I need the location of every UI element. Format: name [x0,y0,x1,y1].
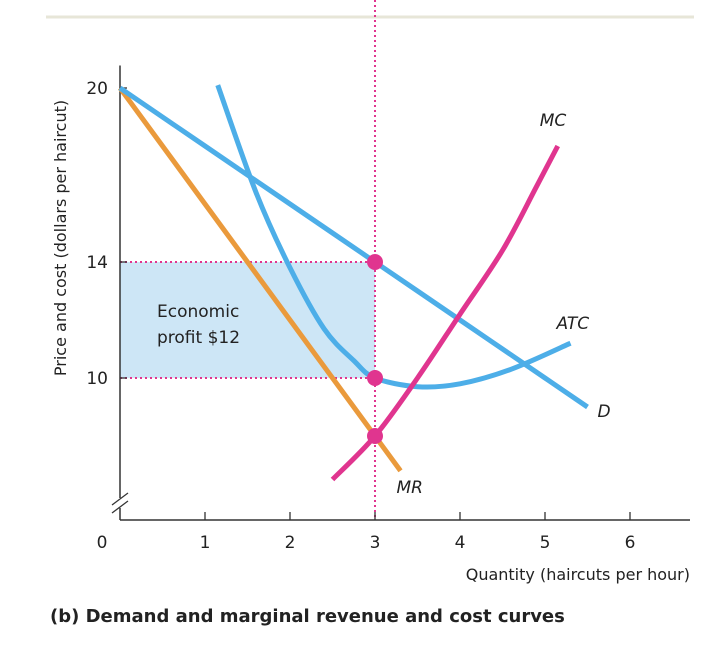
axes: 0 1 2 3 4 5 6 10 14 20 [86,65,690,553]
point-atc [367,370,383,386]
axis-break-mark [111,500,129,514]
economic-profit-area [120,262,375,378]
y-axis-label: Price and cost (dollars per haircut) [51,100,70,376]
curve-label-atc: ATC [556,314,590,334]
x-tick-label-0: 0 [97,533,108,553]
profit-label-line-2: profit $12 [157,328,240,348]
chart-caption: (b) Demand and marginal revenue and cost… [50,606,565,627]
x-tick-label-3: 3 [370,533,381,553]
x-tick-label-2: 2 [285,533,296,553]
x-tick-label-4: 4 [455,533,466,553]
equilibrium-points [367,254,383,444]
curve-label-d: D [598,402,611,422]
y-tick-label-20: 20 [86,79,108,99]
chart-labels: Price and cost (dollars per haircut) Qua… [50,100,690,627]
x-tick-label-5: 5 [540,533,551,553]
y-tick-label-14: 14 [86,253,108,273]
x-tick-label-1: 1 [200,533,211,553]
x-axis-label: Quantity (haircuts per hour) [466,565,690,584]
profit-label-line-1: Economic [157,302,239,322]
x-tick-label-6: 6 [625,533,636,553]
curve-label-mc: MC [540,111,567,131]
y-tick-label-10: 10 [86,369,108,389]
curve-label-mr: MR [397,478,423,498]
point-price [367,254,383,270]
axis-break-mark [111,492,129,506]
point-mr-mc [367,428,383,444]
curve-atc [215,84,572,390]
